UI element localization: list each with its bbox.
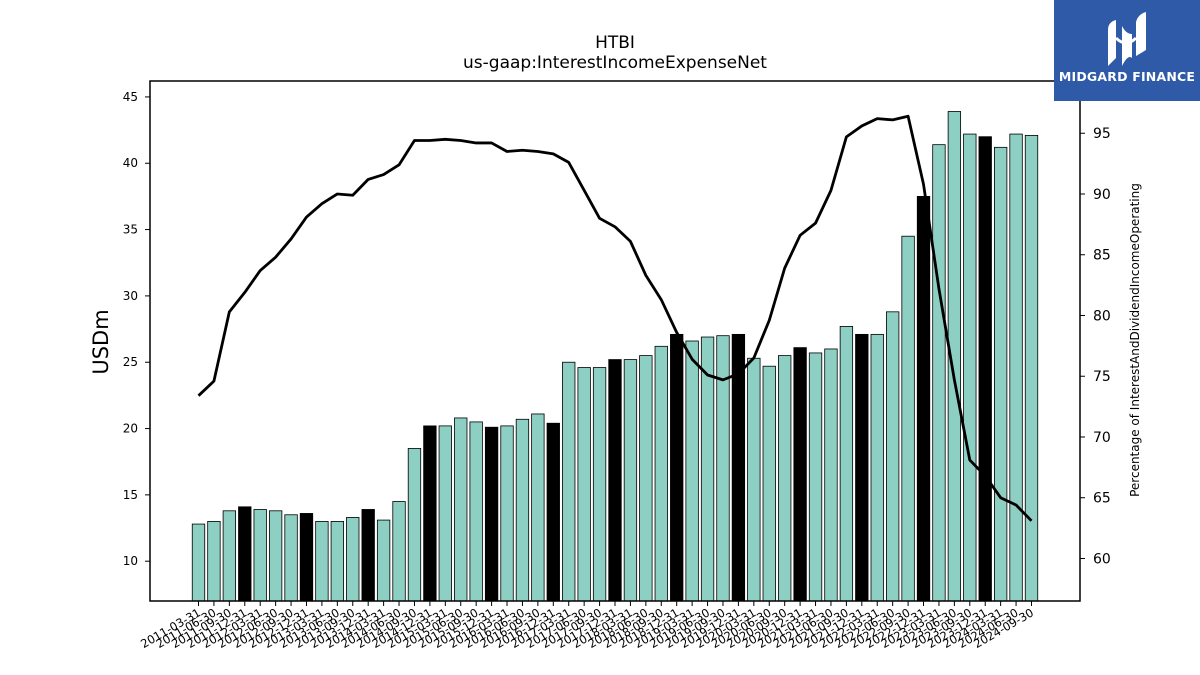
bar [407,448,422,602]
bar [253,509,267,602]
bar [916,196,931,602]
bar [222,510,237,602]
x-axis-ticks: 2011-03-312011-06-302011-09-302011-12-31… [138,601,1036,651]
y2-tick-label: 60 [1093,551,1111,567]
y2-tick-label: 90 [1093,187,1111,203]
bar [762,365,776,602]
bar [500,425,514,602]
bar [191,523,206,602]
brand-logo: MIDGARD FINANCE [1054,0,1200,101]
bar-series [191,111,1039,602]
bar [839,326,854,602]
y-tick-label: 40 [123,156,138,170]
bar [747,357,761,602]
bar [824,348,838,602]
bar [438,425,452,602]
bar [670,333,684,602]
bar [592,367,607,602]
bar [484,426,499,602]
bar [685,340,699,602]
bar [623,359,638,602]
bar [238,506,252,602]
bar [268,510,283,602]
y-axis-label: USDm [89,309,113,375]
chart-subtitle: us-gaap:InterestIncomeExpenseNet [463,53,767,73]
bar [716,335,730,602]
y2-tick-label: 70 [1093,430,1111,446]
brand-name: MIDGARD FINANCE [1058,69,1196,84]
bar [284,514,298,602]
bar [608,359,622,602]
bar [315,521,329,602]
bar [299,513,314,602]
bar [469,421,483,602]
y-tick-label: 15 [123,488,138,502]
y-tick-label: 10 [123,554,138,568]
midgard-logo-icon [1108,12,1146,66]
y2-tick-label: 85 [1093,248,1111,264]
y2-tick-label: 80 [1093,308,1111,324]
bar [392,501,406,602]
y2-tick-label: 65 [1093,491,1111,507]
bar [454,417,468,602]
bar [207,521,221,602]
y2-axis-label: Percentage of InterestAndDividendIncomeO… [1128,183,1142,497]
bar [778,355,792,602]
line-series [197,114,1033,522]
series-line [197,114,1033,522]
right-axis-ticks: 60 65 70 75 80 85 90 95 [1080,126,1111,567]
bar [901,235,915,602]
y2-tick-label: 95 [1093,126,1111,142]
bar [546,422,560,602]
bar [639,355,653,602]
bar [855,333,869,602]
y-tick-label: 30 [123,289,138,303]
y-tick-label: 20 [123,422,138,436]
bar [577,367,591,602]
bar [376,519,391,602]
bar [932,144,946,602]
bar [793,347,807,602]
bar [361,509,375,602]
bar [531,413,545,602]
bar [330,521,344,602]
y-tick-label: 35 [123,223,138,237]
bar [1024,134,1039,602]
y-tick-label: 25 [123,355,138,369]
y2-tick-label: 75 [1093,369,1111,385]
bar [654,345,668,602]
bar [886,311,900,602]
bar [994,146,1008,602]
bar [870,333,884,602]
bar [963,133,977,602]
bar [978,136,992,602]
left-axis-ticks: 10 15 20 25 30 35 40 45 [123,90,150,568]
bar [346,517,360,602]
y-tick-label: 45 [123,90,138,104]
bar [1009,133,1023,602]
bar [515,418,530,602]
bar [423,425,437,602]
bar [562,361,576,602]
chart-title: HTBI [595,33,635,53]
bar [808,352,823,602]
